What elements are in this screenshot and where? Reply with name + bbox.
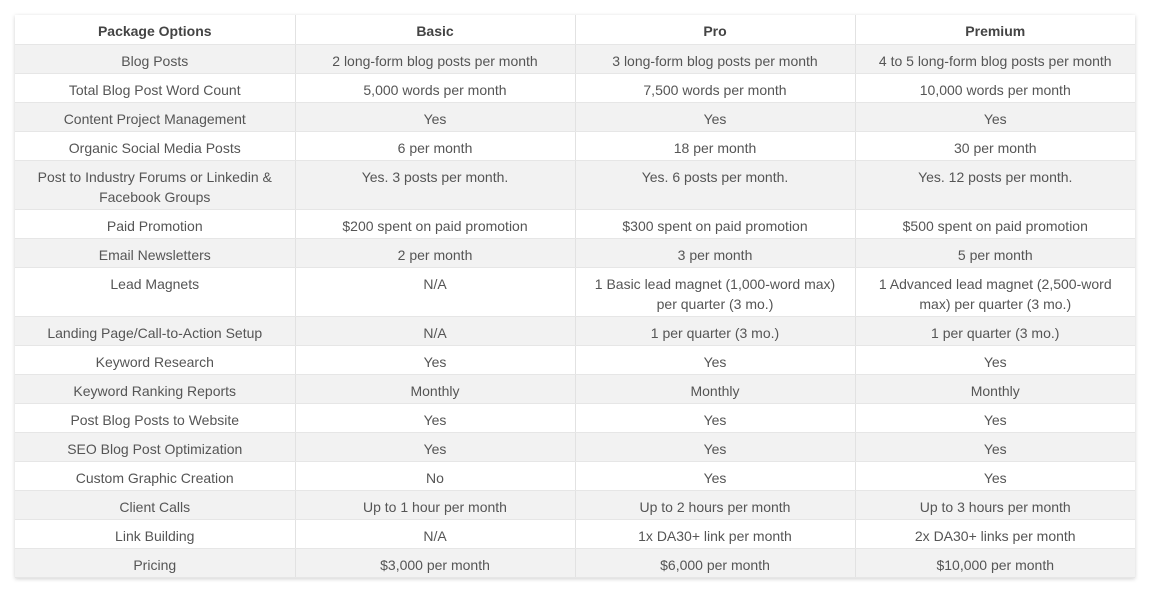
basic-cell: Yes	[294, 403, 575, 433]
premium-cell: Yes	[854, 345, 1135, 375]
feature-cell: Landing Page/Call-to-Action Setup	[15, 316, 295, 346]
pro-cell: Yes. 6 posts per month.	[574, 160, 855, 210]
pro-cell: 3 per month	[574, 238, 855, 268]
table-row: Custom Graphic Creation No Yes Yes	[15, 461, 1135, 491]
basic-cell: Monthly	[294, 374, 575, 404]
premium-cell: Monthly	[854, 374, 1135, 404]
table-row: Lead Magnets N/A 1 Basic lead magnet (1,00…	[15, 267, 1135, 317]
table-header-row: Package Options Basic Pro Premium	[15, 15, 1135, 45]
header-pro: Pro	[574, 15, 855, 45]
pro-cell: Up to 2 hours per month	[574, 490, 855, 520]
feature-cell: Keyword Ranking Reports	[15, 374, 295, 404]
feature-cell: Post Blog Posts to Website	[15, 403, 295, 433]
premium-cell: 4 to 5 long-form blog posts per month	[854, 44, 1135, 74]
pro-cell: $300 spent on paid promotion	[574, 209, 855, 239]
premium-cell: 5 per month	[854, 238, 1135, 268]
premium-cell: $10,000 per month	[854, 548, 1135, 578]
table-row: Client Calls Up to 1 hour per month Up to …	[15, 490, 1135, 520]
premium-cell: 1 Advanced lead magnet (2,500-word max) …	[854, 267, 1135, 317]
basic-cell: N/A	[294, 267, 575, 317]
header-premium: Premium	[854, 15, 1135, 45]
premium-cell: 10,000 words per month	[854, 73, 1135, 103]
pricing-table-container: Package Options Basic Pro Premium Blog P…	[15, 15, 1135, 578]
table-row: Post Blog Posts to Website Yes Yes Yes	[15, 403, 1135, 433]
premium-cell: 2x DA30+ links per month	[854, 519, 1135, 549]
feature-cell: Client Calls	[15, 490, 295, 520]
table-row: Paid Promotion $200 spent on paid promoti…	[15, 209, 1135, 239]
table-row: Link Building N/A 1x DA30+ link per month 2…	[15, 519, 1135, 549]
premium-cell: $500 spent on paid promotion	[854, 209, 1135, 239]
premium-cell: Yes	[854, 403, 1135, 433]
basic-cell: Yes	[294, 345, 575, 375]
basic-cell: 2 per month	[294, 238, 575, 268]
premium-cell: Yes. 12 posts per month.	[854, 160, 1135, 210]
feature-cell: Lead Magnets	[15, 267, 295, 317]
premium-cell: Yes	[854, 432, 1135, 462]
basic-cell: N/A	[294, 316, 575, 346]
pro-cell: Yes	[574, 345, 855, 375]
feature-cell: SEO Blog Post Optimization	[15, 432, 295, 462]
feature-cell: Keyword Research	[15, 345, 295, 375]
table-row: Pricing $3,000 per month $6,000 per month $…	[15, 548, 1135, 578]
feature-cell: Custom Graphic Creation	[15, 461, 295, 491]
basic-cell: Yes. 3 posts per month.	[294, 160, 575, 210]
basic-cell: $200 spent on paid promotion	[294, 209, 575, 239]
feature-cell: Organic Social Media Posts	[15, 131, 295, 161]
header-package-options: Package Options	[15, 15, 295, 45]
pro-cell: Monthly	[574, 374, 855, 404]
feature-cell: Email Newsletters	[15, 238, 295, 268]
basic-cell: 5,000 words per month	[294, 73, 575, 103]
premium-cell: 1 per quarter (3 mo.)	[854, 316, 1135, 346]
table-row: Email Newsletters 2 per month 3 per month 5…	[15, 238, 1135, 268]
table-row: Blog Posts 2 long-form blog posts per mon…	[15, 44, 1135, 74]
premium-cell: 30 per month	[854, 131, 1135, 161]
basic-cell: $3,000 per month	[294, 548, 575, 578]
package-comparison-table: Package Options Basic Pro Premium Blog P…	[15, 15, 1135, 578]
feature-cell: Blog Posts	[15, 44, 295, 74]
table-row: Content Project Management Yes Yes Yes	[15, 102, 1135, 132]
basic-cell: Yes	[294, 432, 575, 462]
feature-cell: Paid Promotion	[15, 209, 295, 239]
table-row: Keyword Ranking Reports Monthly Monthly Mon…	[15, 374, 1135, 404]
basic-cell: N/A	[294, 519, 575, 549]
feature-cell: Content Project Management	[15, 102, 295, 132]
table-row: Landing Page/Call-to-Action Setup N/A 1 pe…	[15, 316, 1135, 346]
pro-cell: 18 per month	[574, 131, 855, 161]
pro-cell: Yes	[574, 102, 855, 132]
pro-cell: 3 long-form blog posts per month	[574, 44, 855, 74]
premium-cell: Yes	[854, 102, 1135, 132]
feature-cell: Total Blog Post Word Count	[15, 73, 295, 103]
pro-cell: Yes	[574, 403, 855, 433]
table-row: SEO Blog Post Optimization Yes Yes Yes	[15, 432, 1135, 462]
basic-cell: 2 long-form blog posts per month	[294, 44, 575, 74]
pro-cell: Yes	[574, 432, 855, 462]
pro-cell: 1 per quarter (3 mo.)	[574, 316, 855, 346]
feature-cell: Pricing	[15, 548, 295, 578]
pro-cell: 7,500 words per month	[574, 73, 855, 103]
table-row: Post to Industry Forums or Linkedin & Fa…	[15, 160, 1135, 210]
feature-cell: Link Building	[15, 519, 295, 549]
table-row: Keyword Research Yes Yes Yes	[15, 345, 1135, 375]
table-row: Total Blog Post Word Count 5,000 words pe…	[15, 73, 1135, 103]
feature-cell: Post to Industry Forums or Linkedin & Fa…	[15, 160, 295, 210]
premium-cell: Up to 3 hours per month	[854, 490, 1135, 520]
basic-cell: Yes	[294, 102, 575, 132]
basic-cell: Up to 1 hour per month	[294, 490, 575, 520]
pro-cell: $6,000 per month	[574, 548, 855, 578]
basic-cell: No	[294, 461, 575, 491]
pro-cell: 1x DA30+ link per month	[574, 519, 855, 549]
table-row: Organic Social Media Posts 6 per month 18 …	[15, 131, 1135, 161]
premium-cell: Yes	[854, 461, 1135, 491]
pro-cell: 1 Basic lead magnet (1,000-word max) per…	[574, 267, 855, 317]
pro-cell: Yes	[574, 461, 855, 491]
basic-cell: 6 per month	[294, 131, 575, 161]
header-basic: Basic	[294, 15, 575, 45]
